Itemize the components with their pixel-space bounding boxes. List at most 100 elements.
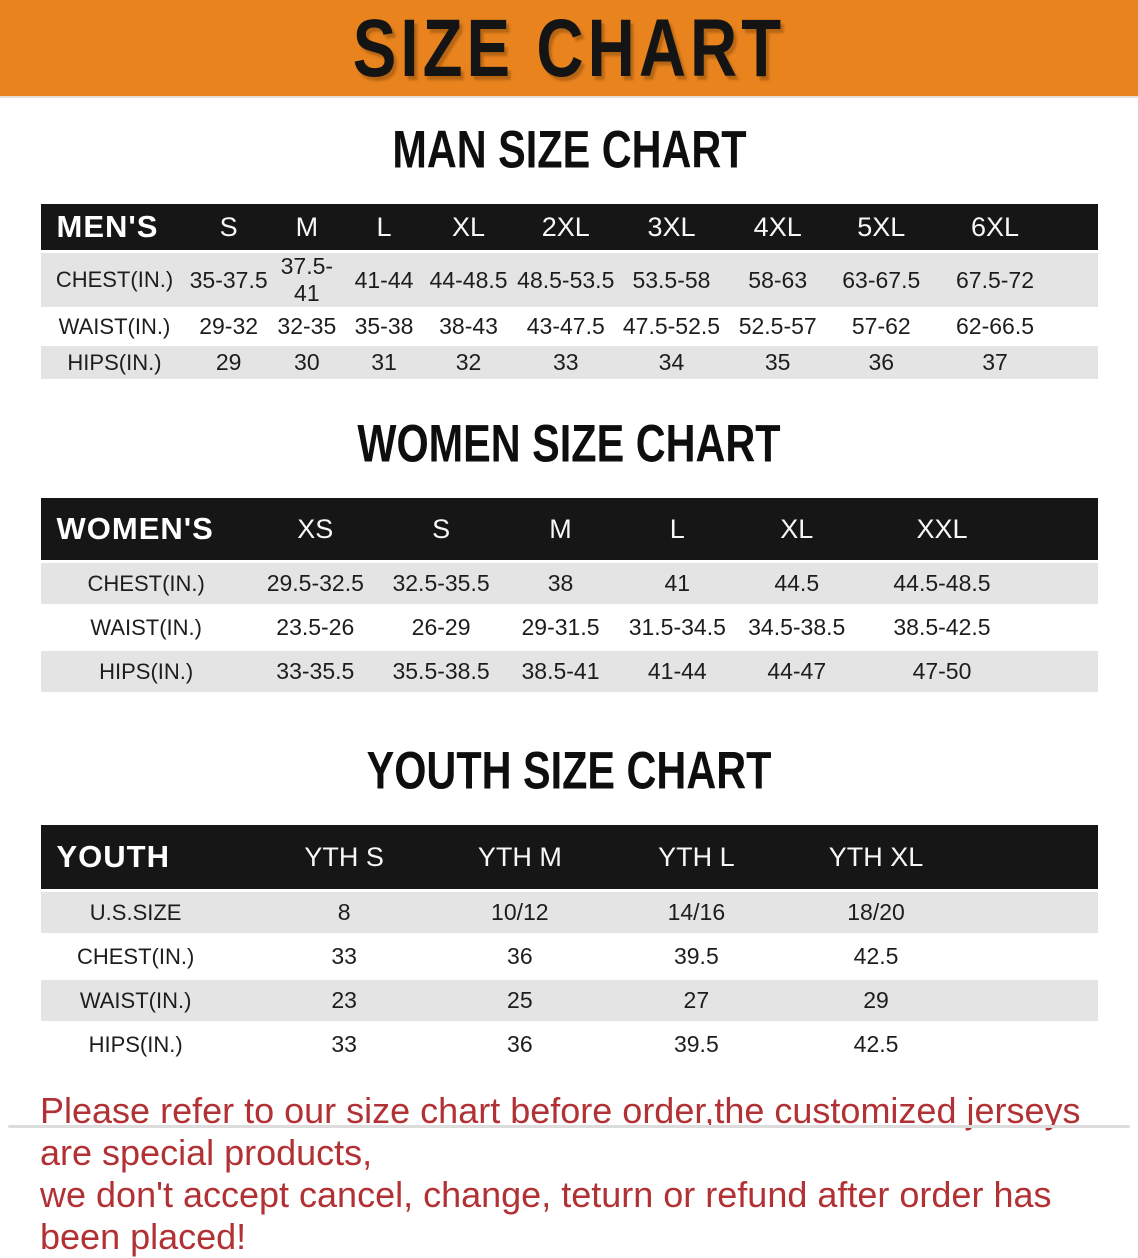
size-value: 53.5-58: [617, 253, 726, 307]
men-size-table: MEN'S S M L XL 2XL 3XL 4XL 5XL 6XL CHEST(IN.) 35-3…: [40, 201, 1098, 382]
size-value: 39.5: [608, 936, 785, 977]
page-title: SIZE CHART: [352, 1, 786, 95]
women-table-label: WOMEN'S: [40, 498, 252, 560]
size-value: 27: [608, 980, 785, 1021]
size-value: 42.5: [784, 1024, 1098, 1065]
men-column-header: 5XL: [830, 204, 933, 250]
women-section-title-text: WOMEN SIZE CHART: [357, 413, 781, 474]
row-label: HIPS(IN.): [40, 1024, 231, 1065]
size-value: 44.5-48.5: [856, 563, 1098, 604]
size-value: 48.5-53.5: [513, 253, 618, 307]
size-value: 38.5-42.5: [856, 607, 1098, 648]
row-label: WAIST(IN.): [40, 607, 252, 648]
youth-column-header: YTH L: [608, 825, 785, 889]
size-value: 26-29: [378, 607, 504, 648]
size-value: 39.5: [608, 1024, 785, 1065]
youth-table-row: HIPS(IN.) 33 36 39.5 42.5: [40, 1024, 1098, 1065]
size-value: 35-37.5: [188, 253, 269, 307]
size-value: 35.5-38.5: [378, 651, 504, 692]
women-column-header: M: [503, 498, 618, 560]
size-value: 33: [230, 936, 432, 977]
size-value: 33-35.5: [251, 651, 379, 692]
youth-column-header: YTH XL: [784, 825, 1098, 889]
row-label: CHEST(IN.): [40, 563, 252, 604]
youth-section-title-text: YOUTH SIZE CHART: [366, 740, 772, 801]
men-table-label: MEN'S: [40, 204, 189, 250]
women-column-header: XL: [737, 498, 857, 560]
youth-table-row: U.S.SIZE 8 10/12 14/16 18/20: [40, 892, 1098, 933]
men-table-row: WAIST(IN.) 29-32 32-35 35-38 38-43 43-47.5 47.…: [40, 310, 1098, 343]
banner: SIZE CHART: [0, 0, 1138, 98]
men-section-title-text: MAN SIZE CHART: [391, 119, 747, 180]
size-value: 8: [230, 892, 432, 933]
size-value: 38.5-41: [503, 651, 618, 692]
youth-table-row: WAIST(IN.) 23 25 27 29: [40, 980, 1098, 1021]
size-value: 32: [423, 346, 514, 379]
size-value: 36: [431, 936, 609, 977]
size-value: 44.5: [737, 563, 857, 604]
men-column-header: S: [188, 204, 269, 250]
disclaimer-line-2: we don't accept cancel, change, teturn o…: [40, 1174, 1052, 1257]
size-value: 44-47: [737, 651, 857, 692]
size-value: 41-44: [344, 253, 424, 307]
size-value: 23: [230, 980, 432, 1021]
size-value: 42.5: [784, 936, 1098, 977]
size-value: 67.5-72: [932, 253, 1098, 307]
size-value: 63-67.5: [830, 253, 933, 307]
size-value: 30: [268, 346, 345, 379]
women-column-header: L: [617, 498, 738, 560]
youth-table-label: YOUTH: [40, 825, 231, 889]
size-value: 47-50: [856, 651, 1098, 692]
women-table-row: CHEST(IN.) 29.5-32.5 32.5-35.5 38 41 44.5 44.5…: [40, 563, 1098, 604]
size-value: 38-43: [423, 310, 514, 343]
row-label: HIPS(IN.): [40, 346, 189, 379]
size-value: 18/20: [784, 892, 1098, 933]
size-value: 36: [431, 1024, 609, 1065]
size-value: 29-31.5: [503, 607, 618, 648]
size-value: 41-44: [617, 651, 738, 692]
size-value: 58-63: [725, 253, 831, 307]
size-value: 29.5-32.5: [251, 563, 379, 604]
youth-column-header: YTH M: [431, 825, 609, 889]
size-value: 31.5-34.5: [617, 607, 738, 648]
size-value: 33: [230, 1024, 432, 1065]
size-value: 33: [513, 346, 618, 379]
men-section-title: MAN SIZE CHART: [0, 119, 1138, 187]
row-label: U.S.SIZE: [40, 892, 231, 933]
row-label: WAIST(IN.): [40, 980, 231, 1021]
size-value: 29-32: [188, 310, 269, 343]
row-label: CHEST(IN.): [40, 936, 231, 977]
size-value: 43-47.5: [513, 310, 618, 343]
women-table-row: HIPS(IN.) 33-35.5 35.5-38.5 38.5-41 41-44 44-…: [40, 651, 1098, 692]
size-value: 47.5-52.5: [617, 310, 726, 343]
women-header-row: WOMEN'S XS S M L XL XXL: [40, 498, 1098, 560]
bottom-divider: [8, 1125, 1130, 1128]
size-value: 35: [725, 346, 831, 379]
size-value: 35-38: [344, 310, 424, 343]
size-value: 10/12: [431, 892, 609, 933]
size-value: 34: [617, 346, 726, 379]
youth-section-title: YOUTH SIZE CHART: [0, 740, 1138, 808]
women-table-row: WAIST(IN.) 23.5-26 26-29 29-31.5 31.5-34.5 34…: [40, 607, 1098, 648]
size-value: 32.5-35.5: [378, 563, 504, 604]
size-value: 34.5-38.5: [737, 607, 857, 648]
size-value: 57-62: [830, 310, 933, 343]
men-header-row: MEN'S S M L XL 2XL 3XL 4XL 5XL 6XL: [40, 204, 1098, 250]
size-value: 23.5-26: [251, 607, 379, 648]
men-column-header: 6XL: [932, 204, 1098, 250]
men-column-header: M: [268, 204, 345, 250]
size-value: 44-48.5: [423, 253, 514, 307]
disclaimer-line-1: Please refer to our size chart before or…: [40, 1090, 1081, 1173]
size-value: 41: [617, 563, 738, 604]
youth-header-row: YOUTH YTH S YTH M YTH L YTH XL: [40, 825, 1098, 889]
size-value: 38: [503, 563, 618, 604]
men-column-header: 3XL: [617, 204, 726, 250]
size-value: 29: [784, 980, 1098, 1021]
size-value: 31: [344, 346, 424, 379]
row-label: HIPS(IN.): [40, 651, 252, 692]
row-label: WAIST(IN.): [40, 310, 189, 343]
women-column-header: XXL: [856, 498, 1098, 560]
men-column-header: 4XL: [725, 204, 831, 250]
men-table-row: HIPS(IN.) 29 30 31 32 33 34 35 36 37: [40, 346, 1098, 379]
size-value: 36: [830, 346, 933, 379]
